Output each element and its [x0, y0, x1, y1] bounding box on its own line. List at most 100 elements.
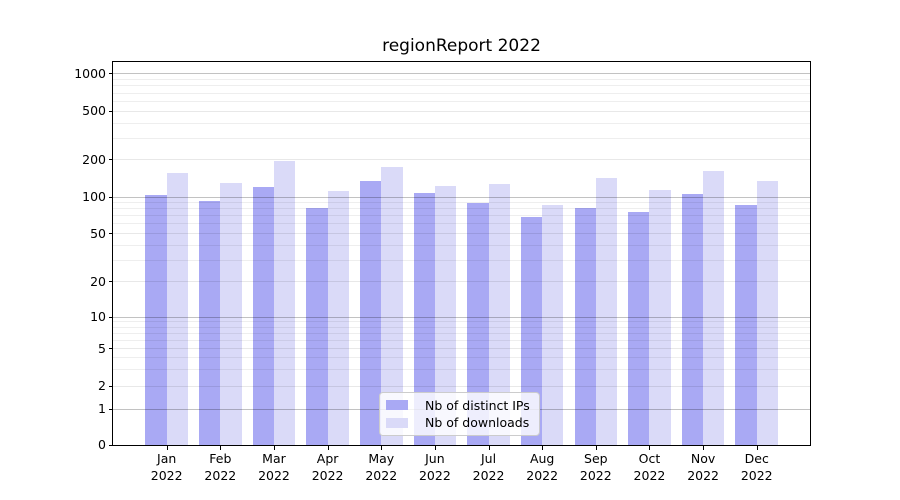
x-tick-month: Jan: [157, 451, 177, 466]
x-tick-year: 2022: [418, 468, 451, 483]
bar-distinct-ips-may: [359, 180, 382, 445]
gridline-6: [113, 339, 810, 341]
y-tick-mark: [109, 159, 113, 161]
x-tick-year: 2022: [311, 468, 344, 483]
bar-distinct-ips-jul: [467, 203, 489, 445]
x-tick-mark: [273, 446, 275, 450]
y-tick-mark: [109, 316, 113, 318]
x-tick-label-oct: Oct 2022: [617, 450, 681, 484]
x-tick-label-nov: Nov 2022: [671, 450, 735, 484]
legend-label-downloads: Nb of downloads: [425, 415, 530, 431]
plot-area: [113, 62, 810, 445]
y-tick-mark: [109, 233, 113, 234]
y-tick-label-2: 2: [98, 378, 106, 393]
gridline-800: [113, 85, 810, 87]
bar-distinct-ips-aug: [520, 216, 543, 445]
legend-entry-distinct-ips: Nb of distinct IPs: [386, 398, 533, 413]
legend-entry-downloads: Nb of downloads: [386, 415, 533, 430]
gridline-20: [113, 281, 810, 282]
x-tick-mark: [166, 446, 168, 450]
gridline-8: [113, 326, 810, 328]
legend-label-distinct-ips: Nb of distinct IPs: [425, 397, 530, 413]
gridline-40: [113, 244, 810, 246]
bar-downloads-mar: [273, 160, 296, 445]
bar-distinct-ips-dec: [735, 205, 757, 445]
x-tick-month: Apr: [316, 451, 339, 466]
x-tick-year: 2022: [579, 468, 612, 483]
bar-downloads-dec: [756, 180, 779, 445]
y-tick-label-20: 20: [90, 273, 106, 289]
gridline-1000: [113, 73, 810, 75]
x-tick-month: Mar: [262, 451, 286, 466]
y-tick-mark: [109, 281, 113, 282]
bar-distinct-ips-feb: [199, 201, 221, 445]
y-tick-mark: [109, 73, 113, 75]
x-tick-month: May: [368, 451, 395, 466]
x-tick-label-sep: Sep 2022: [564, 450, 628, 484]
y-tick-label-1: 1: [98, 401, 106, 416]
gridline-3: [113, 368, 810, 370]
gridline-50: [113, 233, 810, 234]
x-tick-label-apr: Apr 2022: [296, 450, 360, 484]
x-tick-month: Sep: [584, 451, 608, 466]
y-tick-mark: [109, 110, 113, 112]
gridline-5: [113, 348, 810, 349]
gridline-100: [113, 196, 810, 198]
x-tick-year: 2022: [740, 468, 773, 483]
bar-distinct-ips-oct: [628, 211, 650, 445]
gridline-9: [113, 321, 810, 323]
x-tick-label-jun: Jun 2022: [403, 450, 467, 484]
gridline-80: [113, 208, 810, 210]
y-tick-label-100: 100: [82, 189, 106, 205]
x-tick-mark: [649, 446, 651, 450]
x-tick-label-may: May 2022: [349, 450, 413, 484]
y-tick-label-10: 10: [90, 309, 106, 324]
chart-title: regionReport 2022: [382, 36, 541, 56]
legend: Nb of distinct IPs Nb of downloads: [379, 392, 540, 436]
y-tick-mark: [109, 444, 113, 446]
x-tick-year: 2022: [633, 468, 666, 483]
y-tick-mark: [109, 385, 113, 387]
gridline-7: [113, 332, 810, 334]
x-tick-year: 2022: [204, 468, 237, 483]
bar-downloads-apr: [327, 190, 349, 445]
gridline-2: [113, 385, 810, 387]
x-tick-label-dec: Dec 2022: [725, 450, 789, 484]
bar-downloads-jul: [488, 184, 510, 445]
x-tick-year: 2022: [526, 468, 559, 483]
x-tick-year: 2022: [687, 468, 719, 483]
x-tick-month: Aug: [529, 451, 555, 466]
bar-distinct-ips-jun: [413, 192, 435, 445]
x-tick-month: Oct: [638, 451, 661, 466]
bar-distinct-ips-apr: [306, 208, 328, 445]
bar-downloads-may: [381, 166, 403, 445]
bar-downloads-jan: [166, 173, 188, 445]
gridline-600: [113, 100, 810, 102]
gridline-400: [113, 122, 810, 124]
bars-layer: [113, 62, 810, 445]
x-tick-mark: [220, 446, 222, 450]
gridline-200: [113, 159, 810, 161]
gridline-10: [113, 316, 810, 318]
x-tick-mark: [381, 446, 383, 450]
x-tick-mark: [488, 446, 490, 450]
gridline-900: [113, 78, 810, 80]
bar-downloads-feb: [220, 182, 242, 445]
x-tick-label-aug: Aug 2022: [510, 450, 574, 484]
x-tick-month: Jun: [425, 451, 445, 466]
x-tick-mark: [703, 446, 705, 450]
x-tick-label-jan: Jan 2022: [135, 450, 199, 484]
y-tick-label-1000: 1000: [74, 65, 106, 81]
y-tick-label-500: 500: [82, 103, 106, 119]
legend-swatch-downloads: [386, 417, 408, 428]
y-tick-label-5: 5: [98, 340, 106, 356]
gridline-60: [113, 223, 810, 225]
bar-distinct-ips-nov: [681, 193, 704, 445]
gridline-90: [113, 202, 810, 204]
x-tick-year: 2022: [258, 468, 290, 483]
y-tick-mark: [109, 408, 113, 410]
y-tick-mark: [109, 196, 113, 198]
x-tick-year: 2022: [472, 468, 505, 483]
bar-downloads-jun: [434, 185, 457, 445]
